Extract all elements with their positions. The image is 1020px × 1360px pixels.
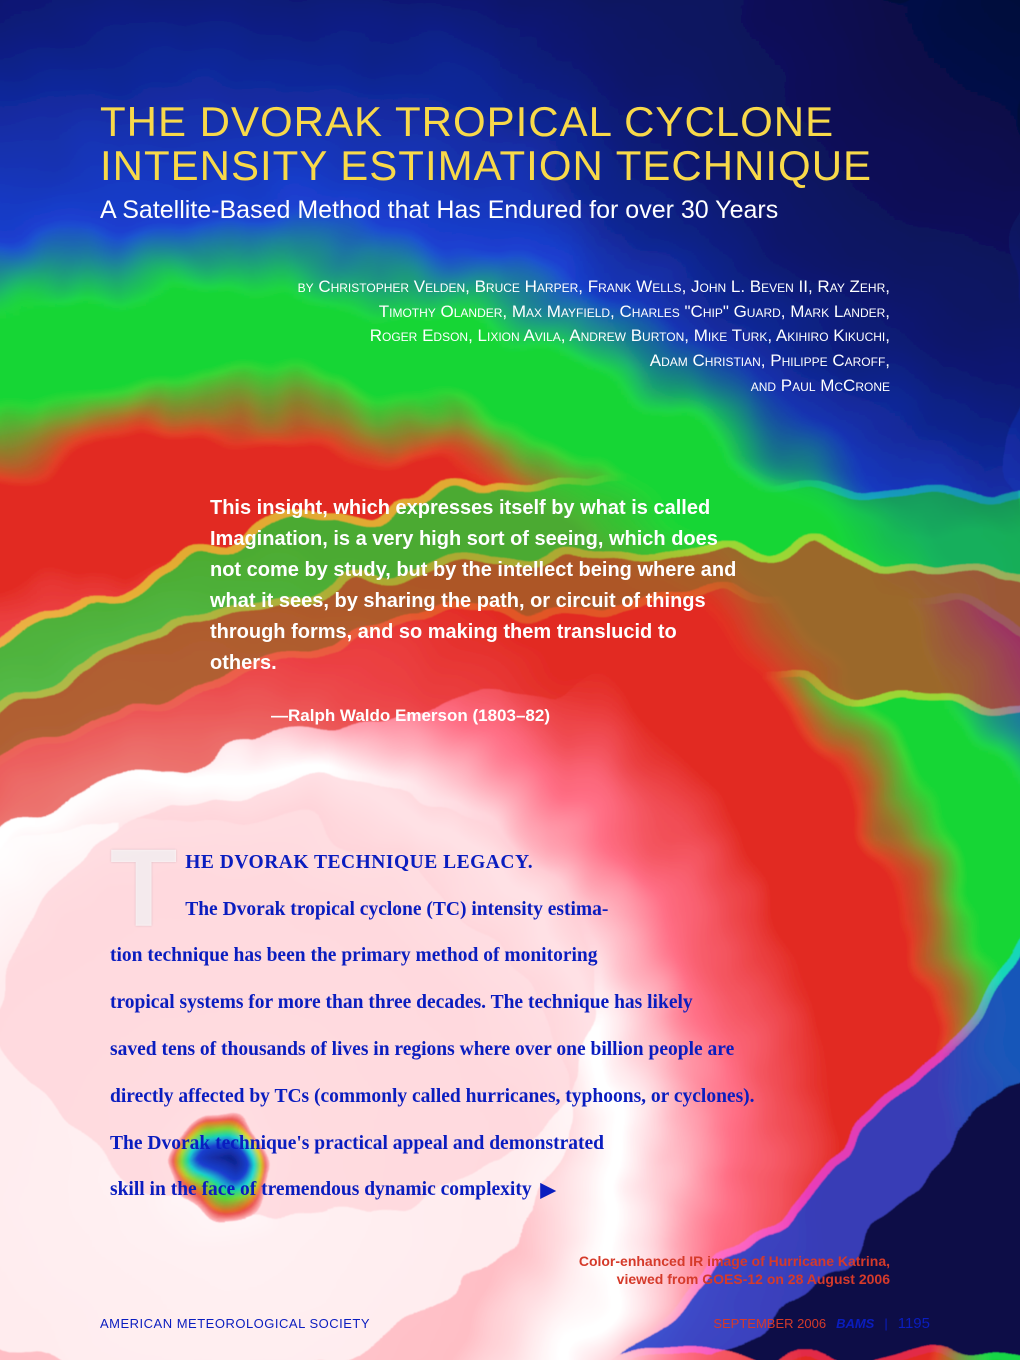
body-line-4: saved tens of thousands of lives in regi… [110,1039,734,1060]
author-byline: by Christopher Velden, Bruce Harper, Fra… [100,275,930,398]
article-subtitle: A Satellite-Based Method that Has Endure… [100,196,930,225]
epigraph-attribution: —Ralph Waldo Emerson (1803–82) [210,703,740,729]
body-line-1: The Dvorak tropical cyclone (TC) intensi… [185,899,608,920]
article-title: THE DVORAK TROPICAL CYCLONE INTENSITY ES… [100,100,930,188]
authors-line-1: Christopher Velden, Bruce Harper, Frank … [318,277,890,296]
body-line-3: tropical systems for more than three dec… [110,992,693,1013]
body-line-7: skill in the face of tremendous dynamic … [110,1179,532,1200]
body-line-2: tion technique has been the primary meth… [110,945,598,966]
authors-line-2: Timothy Olander, Max Mayfield, Charles "… [379,302,890,321]
body-line-5: directly affected by TCs (commonly calle… [110,1086,755,1107]
dropcap-letter: T [110,846,177,932]
authors-prefix: by [298,277,319,296]
section-heading: HE DVORAK TECHNIQUE LEGACY. [185,852,533,873]
continuation-arrow-icon: ▶ [540,1168,555,1215]
epigraph-quote: This insight, which expresses itself by … [210,493,740,679]
authors-line-3: Roger Edson, Lixion Avila, Andrew Burton… [370,326,890,345]
authors-line-4: Adam Christian, Philippe Caroff, [650,351,890,370]
authors-line-5: and Paul McCrone [751,376,890,395]
body-line-6: The Dvorak technique's practical appeal … [110,1133,604,1154]
